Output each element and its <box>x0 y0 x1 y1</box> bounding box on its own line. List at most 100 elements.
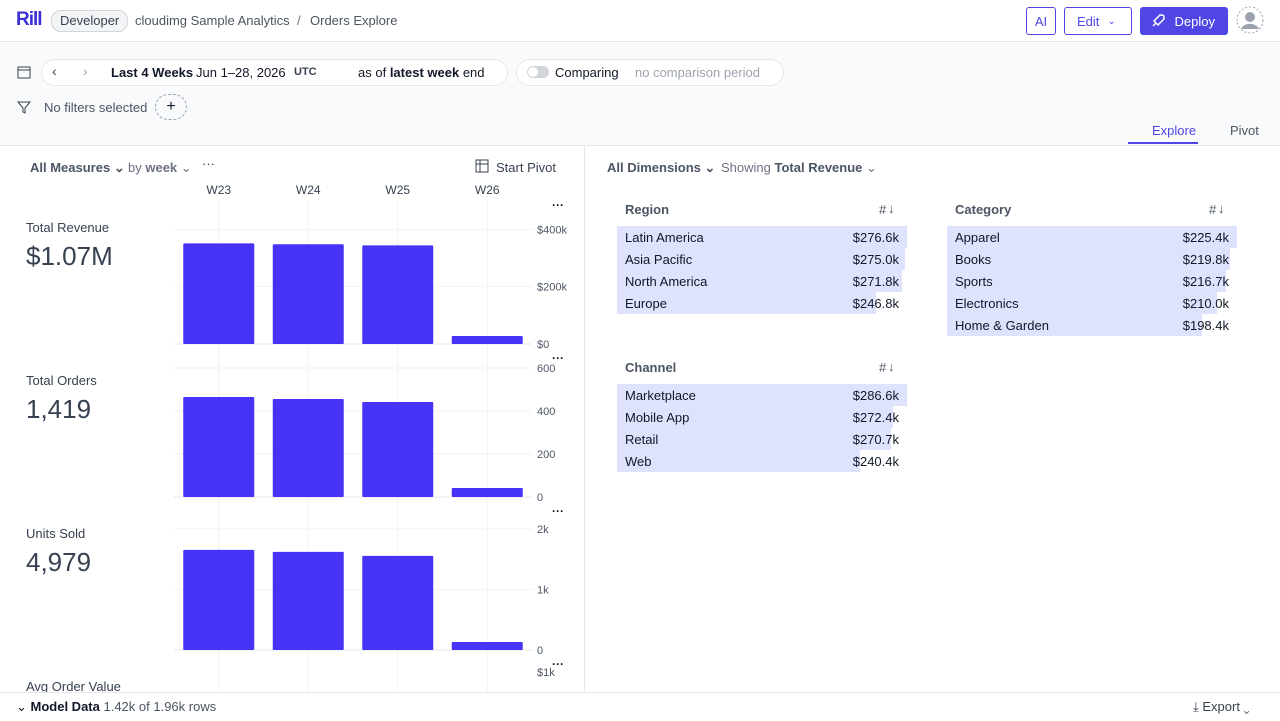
divider <box>584 145 585 692</box>
chevron: ⌄ <box>1107 15 1116 27</box>
as-of[interactable]: as of latest week end <box>358 65 485 80</box>
row-bar <box>947 314 1203 336</box>
filters-text: No filters selected <box>44 100 148 115</box>
leaderboard-title[interactable]: Channel <box>625 360 677 375</box>
tab-pivot[interactable]: Pivot <box>1230 123 1259 138</box>
chart-menu: ··· <box>552 504 564 518</box>
row-name[interactable]: Latin America <box>625 230 704 245</box>
measure: Total Revenue <box>774 160 863 175</box>
y-tick-label: 200 <box>537 449 555 461</box>
ai-button[interactable]: AI <box>1026 7 1056 35</box>
breadcrumb-project[interactable]: cloudimg Sample Analytics <box>135 13 290 28</box>
row-name[interactable]: Asia Pacific <box>625 252 693 267</box>
bar <box>362 245 434 344</box>
timezone[interactable]: UTC <box>294 66 317 78</box>
rocket-icon <box>1152 14 1165 27</box>
x-tick-label: W26 <box>475 183 500 197</box>
row-bar <box>617 292 876 314</box>
x-tick-label: W24 <box>296 183 321 197</box>
breadcrumb-page[interactable]: Orders Explore <box>310 13 398 28</box>
edit-button[interactable]: Edit ⌄ <box>1064 7 1132 35</box>
row-value: $216.7k <box>1182 274 1229 289</box>
measure-title: Avg Order Value <box>26 679 121 692</box>
bar <box>272 244 344 344</box>
row-name[interactable]: Web <box>625 454 652 469</box>
sort-label[interactable]: # <box>879 202 887 217</box>
row-name[interactable]: Electronics <box>955 296 1019 311</box>
y-tick-label: 1k <box>537 584 549 596</box>
title: Model Data <box>30 699 100 714</box>
env-badge: Developer <box>51 10 129 32</box>
measure-total: $1.07M <box>26 241 113 271</box>
y-tick-label: $1k <box>537 667 555 679</box>
model-data[interactable]: ⌄ Model Data 1.42k of 1.96k rows <box>16 699 217 714</box>
row-name[interactable]: Sports <box>955 274 993 289</box>
row-name[interactable]: Books <box>955 252 992 267</box>
measure-charts: W23 W24 W25 W26 Total Revenue $1.07M ··· $400k $… <box>26 183 567 692</box>
label: All Measures <box>30 160 111 175</box>
row-name[interactable]: Retail <box>625 432 659 447</box>
row-bar <box>617 270 902 292</box>
y-tick-label: $200k <box>537 282 567 294</box>
more-menu[interactable]: ··· <box>202 156 215 171</box>
sort-label[interactable]: # <box>1209 202 1217 217</box>
sort-label[interactable]: # <box>879 360 887 375</box>
row-bar <box>947 292 1218 314</box>
row-name[interactable]: Apparel <box>955 230 1000 245</box>
tab-explore[interactable]: Explore <box>1152 123 1197 138</box>
leaderboard-title[interactable]: Category <box>955 202 1012 217</box>
as-of-strong: latest week <box>389 65 460 80</box>
row-value: $275.0k <box>852 252 899 267</box>
all-dimensions[interactable]: All Dimensions ⌄ <box>607 160 716 175</box>
grain-selector[interactable]: by week ⌄ <box>128 160 192 175</box>
compare-toggle[interactable] <box>527 66 549 78</box>
export-button[interactable]: ⤓ Export ⌄ <box>1193 699 1250 714</box>
row-value: $270.7k <box>852 432 899 447</box>
range-dates[interactable]: Jun 1–28, 2026 <box>196 65 286 80</box>
y-tick-label: $400k <box>537 224 567 236</box>
sort-arrow: ↓ <box>1218 201 1225 216</box>
row-name[interactable]: Europe <box>625 296 667 311</box>
chart-menu: ··· <box>552 351 564 365</box>
row-bar <box>617 406 893 428</box>
leaderboard-title[interactable]: Region <box>625 202 670 217</box>
measure-total: 1,419 <box>26 394 91 424</box>
row-value: $271.8k <box>852 274 899 289</box>
label: Deploy <box>1174 13 1215 29</box>
breadcrumb-separator: / <box>297 13 301 28</box>
row-value: $272.4k <box>852 410 899 425</box>
avatar[interactable] <box>1236 6 1264 34</box>
row-value: $219.8k <box>1182 252 1229 267</box>
as-of-end: end <box>462 65 485 80</box>
bar <box>272 398 344 497</box>
bar <box>183 397 255 497</box>
showing-selector[interactable]: Showing Total Revenue ⌄ <box>721 160 877 175</box>
range-name[interactable]: Last 4 Weeks <box>111 65 194 80</box>
as-of-prefix: as of <box>358 65 387 80</box>
add-filter[interactable]: + <box>155 94 187 120</box>
row-name[interactable]: Marketplace <box>625 388 696 403</box>
bar <box>451 487 523 497</box>
row-name[interactable]: Home & Garden <box>955 318 1049 333</box>
bar <box>183 549 255 650</box>
comparing-label: Comparing <box>555 65 619 80</box>
row-bar <box>617 428 891 450</box>
comparison-period[interactable]: no comparison period <box>635 65 761 80</box>
row-bar <box>617 248 906 270</box>
row-name[interactable]: North America <box>625 274 708 289</box>
rows: 1.42k of 1.96k rows <box>103 699 217 714</box>
row-bar <box>947 270 1226 292</box>
y-tick-label: 0 <box>537 645 543 657</box>
row-value: $225.4k <box>1182 230 1229 245</box>
row-value: $198.4k <box>1182 318 1229 333</box>
prev-button[interactable]: ‹ <box>52 63 57 79</box>
bar <box>451 335 523 344</box>
row-name[interactable]: Mobile App <box>625 410 690 425</box>
row-value: $210.0k <box>1182 296 1229 311</box>
label: Export <box>1202 699 1240 714</box>
measure-total: 4,979 <box>26 547 91 577</box>
next-button[interactable]: › <box>83 63 88 79</box>
all-measures[interactable]: All Measures ⌄ <box>30 160 125 175</box>
start-pivot[interactable]: Start Pivot <box>496 160 556 175</box>
logo[interactable]: Rill <box>16 9 43 30</box>
